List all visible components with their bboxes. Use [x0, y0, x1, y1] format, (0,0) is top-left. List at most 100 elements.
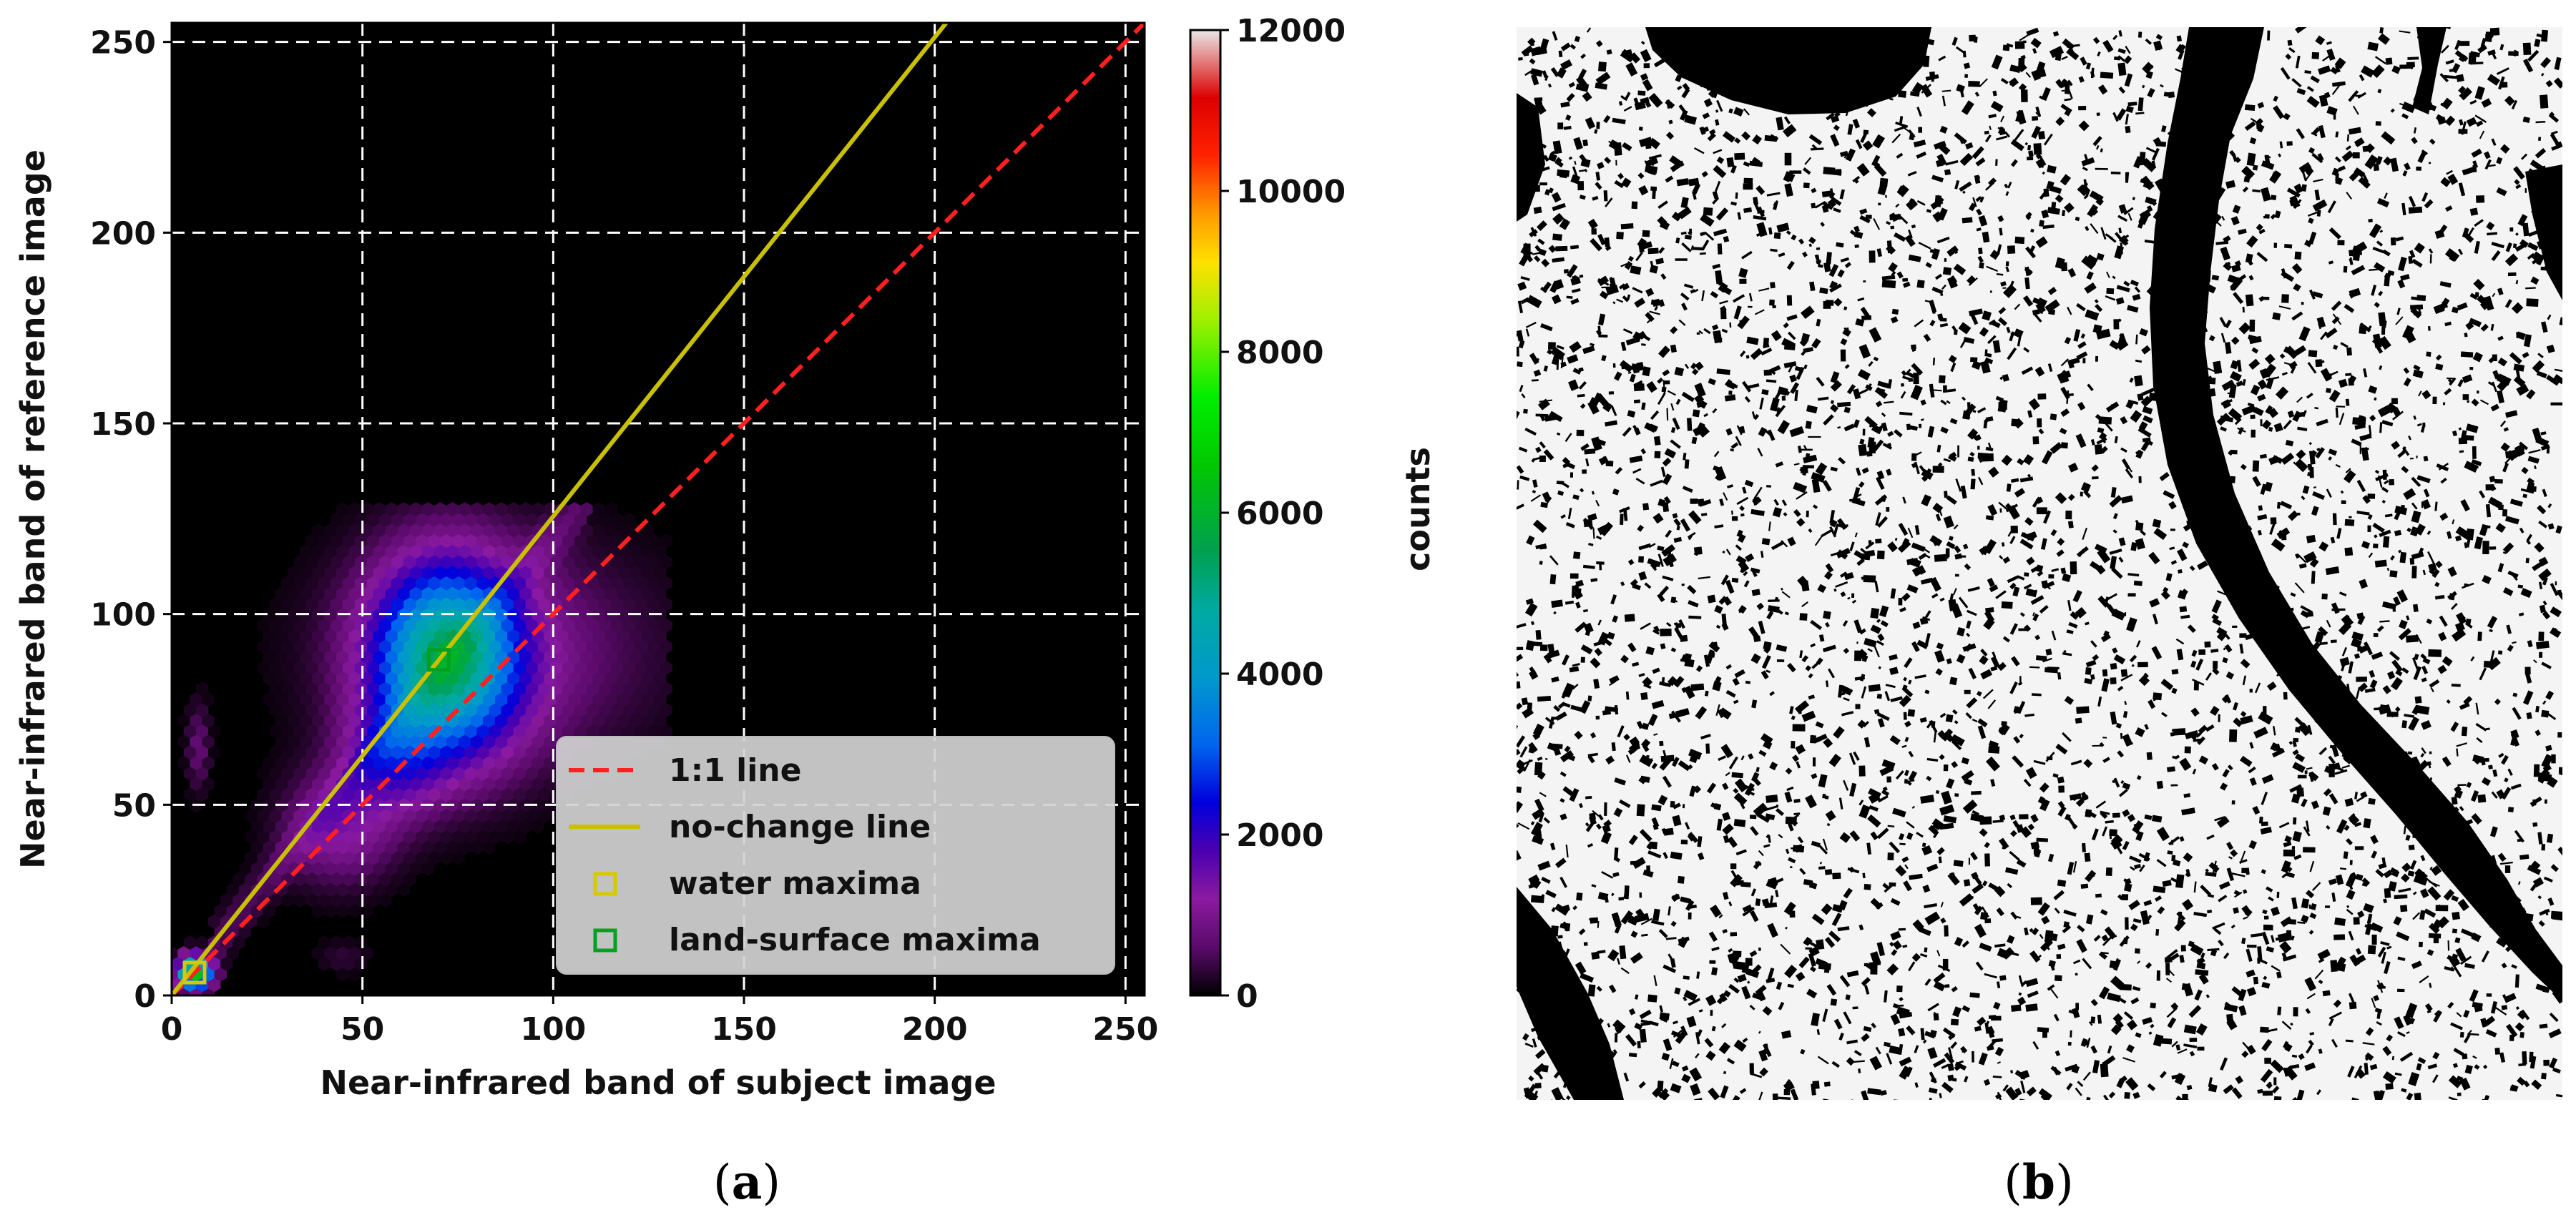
- hexbin-cell: [629, 671, 642, 686]
- hexbin-cell: [501, 597, 514, 612]
- hexbin-cell: [623, 724, 636, 739]
- hexbin-cell: [611, 618, 624, 633]
- hexbin-cell: [288, 713, 300, 728]
- hexbin-cell: [641, 565, 655, 580]
- hexbin-cell: [440, 702, 453, 717]
- hexbin-cell: [366, 724, 380, 739]
- hexbin-cell: [348, 629, 361, 644]
- hexbin-cell: [513, 597, 527, 612]
- hexbin-cell: [513, 533, 527, 548]
- hexbin-cell: [452, 745, 465, 760]
- hexbin-cell: [483, 629, 496, 644]
- hexbin-cell: [471, 797, 484, 812]
- hexbin-cell: [513, 682, 527, 697]
- hexbin-cell: [318, 935, 330, 950]
- hexbin-cell: [305, 639, 318, 654]
- hexbin-cell: [257, 850, 270, 865]
- hexbin-cell: [403, 555, 416, 570]
- maxima-markers: [182, 648, 451, 985]
- hexbin-cell: [312, 671, 325, 686]
- hexbin-cell: [269, 892, 282, 907]
- hexbin-cell: [354, 956, 368, 971]
- hexbin-cell: [348, 734, 361, 749]
- hexbin-cell: [257, 808, 270, 823]
- hexbin-cell: [562, 597, 575, 612]
- hexbin-cell: [489, 512, 501, 527]
- hexbin-cell: [489, 660, 501, 675]
- hexbin-cell: [495, 502, 508, 517]
- hexbin-cell: [421, 713, 435, 728]
- hexbin-cell: [660, 555, 672, 570]
- hexbin-cell: [250, 840, 264, 855]
- water-maxima-marker: [182, 960, 207, 985]
- hexbin-cell: [592, 523, 605, 538]
- hexbin-cell: [300, 882, 313, 897]
- hexbin-cell: [654, 586, 667, 601]
- hexbin-cell: [172, 956, 185, 971]
- hexbin-cell: [476, 660, 489, 675]
- hexbin-cell: [366, 850, 380, 865]
- hexbin-cell: [397, 544, 410, 559]
- hexbin-cell: [446, 840, 459, 855]
- hexbin-cell: [537, 808, 551, 823]
- hexbin-cell: [275, 755, 288, 770]
- y-tick-label: 0: [134, 978, 156, 1015]
- hexbin-cell: [532, 586, 544, 601]
- hexbin-cell: [202, 692, 215, 707]
- hexbin-cell: [635, 576, 648, 591]
- hexbin-cell: [641, 713, 655, 728]
- hexbin-cell: [342, 872, 356, 887]
- hexbin-cell: [507, 819, 520, 834]
- hexbin-cell: [416, 830, 428, 845]
- river-channel-right: [2412, 27, 2447, 114]
- hexbin-cell: [409, 777, 422, 792]
- hexbin-cell: [641, 629, 655, 644]
- hexbin-cell: [501, 787, 514, 802]
- hexbin-cell: [660, 702, 672, 717]
- hexbin-cell: [556, 544, 569, 559]
- hexbin-cell: [562, 702, 575, 717]
- hexbin-cell: [440, 512, 453, 527]
- hexbin-cell: [421, 692, 435, 707]
- hexbin-cell: [452, 724, 465, 739]
- hexbin-cell: [532, 734, 544, 749]
- hexbin-cell: [489, 745, 501, 760]
- hexbin-cell: [269, 597, 282, 612]
- hexbin-cell: [635, 724, 648, 739]
- hexbin-cell: [489, 533, 501, 548]
- hexbin-cell: [361, 945, 373, 960]
- hexbin-cell: [409, 523, 422, 538]
- channel-right-edge: [2525, 164, 2562, 300]
- hexbin-cell: [348, 692, 361, 707]
- hexbin-cell: [409, 586, 422, 601]
- hexbin-cell: [348, 819, 361, 834]
- hexbin-cell: [537, 745, 551, 760]
- hexbin-cell: [403, 830, 416, 845]
- hexbin-cell: [361, 882, 373, 897]
- hexbin-cell: [312, 734, 325, 749]
- hexbin-cell: [196, 724, 209, 739]
- hexbin-cell: [183, 766, 197, 781]
- hexbin-cell: [342, 724, 356, 739]
- hexbin-cell: [342, 830, 356, 845]
- hexbin-cell: [379, 682, 392, 697]
- hexbin-cell: [483, 692, 496, 707]
- hexbin-cell: [348, 523, 361, 538]
- hexbin-cell: [592, 713, 605, 728]
- hexbin-cell: [366, 682, 380, 697]
- hexbin-cell: [263, 607, 276, 622]
- y-axis-label: Near-infrared band of reference image: [14, 149, 52, 869]
- hexbin-cell: [501, 808, 514, 823]
- hexbin-cell: [587, 682, 599, 697]
- hexbin-cell: [324, 903, 337, 918]
- hexbin-cell: [452, 533, 465, 548]
- hexbin-cell: [354, 830, 368, 845]
- hexbin-cell: [556, 607, 569, 622]
- hexbin-cell: [330, 660, 343, 675]
- hexbin-cell: [537, 555, 551, 570]
- hexbin-cell: [647, 555, 660, 570]
- hexbin-cell: [336, 586, 349, 601]
- hexbin-cell: [275, 629, 288, 644]
- hexbin-cell: [330, 533, 343, 548]
- hexbin-cell: [312, 629, 325, 644]
